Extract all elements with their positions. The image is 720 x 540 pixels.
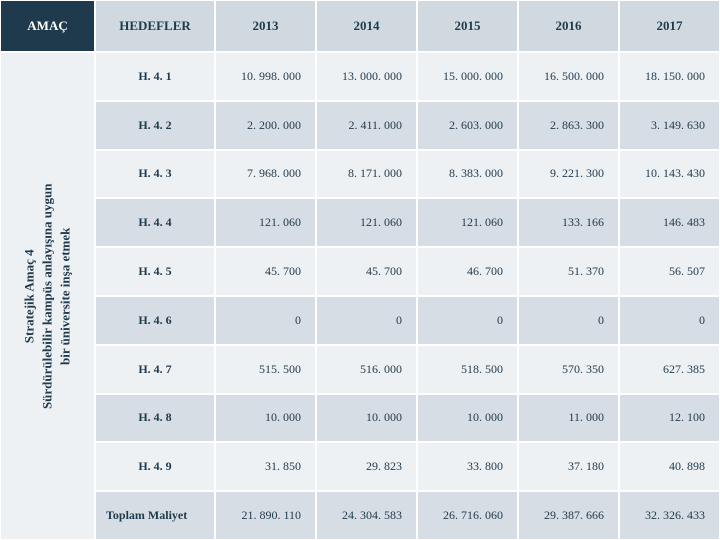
target-label: H. 4. 1 <box>95 52 215 101</box>
value-cell: 146. 483 <box>619 198 720 247</box>
header-2013: 2013 <box>215 0 316 52</box>
value-cell: 8. 171. 000 <box>316 150 417 199</box>
value-cell: 0 <box>215 296 316 345</box>
target-label: H. 4. 9 <box>95 442 215 491</box>
value-cell: 45. 700 <box>316 247 417 296</box>
value-cell: 516. 000 <box>316 345 417 394</box>
target-label: H. 4. 4 <box>95 198 215 247</box>
value-cell: 0 <box>619 296 720 345</box>
value-cell: 2. 200. 000 <box>215 101 316 150</box>
target-label: H. 4. 5 <box>95 247 215 296</box>
value-cell: 18. 150. 000 <box>619 52 720 101</box>
value-cell: 16. 500. 000 <box>518 52 619 101</box>
target-label: H. 4. 3 <box>95 150 215 199</box>
value-cell: 518. 500 <box>417 345 518 394</box>
value-cell: 121. 060 <box>215 198 316 247</box>
header-2015: 2015 <box>417 0 518 52</box>
value-cell: 2. 411. 000 <box>316 101 417 150</box>
header-hedefler: HEDEFLER <box>95 0 215 52</box>
value-cell: 133. 166 <box>518 198 619 247</box>
target-label: H. 4. 2 <box>95 101 215 150</box>
total-cell: 24. 304. 583 <box>316 491 417 540</box>
value-cell: 10. 143. 430 <box>619 150 720 199</box>
value-cell: 29. 823 <box>316 442 417 491</box>
value-cell: 7. 968. 000 <box>215 150 316 199</box>
header-2017: 2017 <box>619 0 720 52</box>
value-cell: 12. 100 <box>619 394 720 443</box>
value-cell: 0 <box>417 296 518 345</box>
target-label: H. 4. 8 <box>95 394 215 443</box>
value-cell: 10. 998. 000 <box>215 52 316 101</box>
target-label: H. 4. 7 <box>95 345 215 394</box>
value-cell: 121. 060 <box>417 198 518 247</box>
sidebar-line2: Sürdürülebilir kampüs anlayışına uygun <box>39 183 54 409</box>
value-cell: 51. 370 <box>518 247 619 296</box>
header-2014: 2014 <box>316 0 417 52</box>
value-cell: 13. 000. 000 <box>316 52 417 101</box>
value-cell: 10. 000 <box>417 394 518 443</box>
value-cell: 570. 350 <box>518 345 619 394</box>
value-cell: 121. 060 <box>316 198 417 247</box>
strategic-goal-table: AMAÇ HEDEFLER 2013 2014 2015 2016 2017 S… <box>0 0 720 540</box>
value-cell: 2. 603. 000 <box>417 101 518 150</box>
sidebar-line1: Stratejik Amaç 4 <box>21 249 36 343</box>
value-cell: 515. 500 <box>215 345 316 394</box>
value-cell: 33. 800 <box>417 442 518 491</box>
value-cell: 0 <box>316 296 417 345</box>
sidebar-line3: bir üniversite inşa etmek <box>58 227 73 364</box>
value-cell: 45. 700 <box>215 247 316 296</box>
value-cell: 0 <box>518 296 619 345</box>
value-cell: 9. 221. 300 <box>518 150 619 199</box>
target-label: H. 4. 6 <box>95 296 215 345</box>
sidebar-goal-label: Stratejik Amaç 4 Sürdürülebilir kampüs a… <box>0 52 95 540</box>
value-cell: 37. 180 <box>518 442 619 491</box>
total-cell: 21. 890. 110 <box>215 491 316 540</box>
header-amac: AMAÇ <box>0 0 95 52</box>
value-cell: 40. 898 <box>619 442 720 491</box>
value-cell: 627. 385 <box>619 345 720 394</box>
header-2016: 2016 <box>518 0 619 52</box>
value-cell: 15. 000. 000 <box>417 52 518 101</box>
value-cell: 56. 507 <box>619 247 720 296</box>
value-cell: 10. 000 <box>316 394 417 443</box>
value-cell: 46. 700 <box>417 247 518 296</box>
value-cell: 8. 383. 000 <box>417 150 518 199</box>
value-cell: 2. 863. 300 <box>518 101 619 150</box>
value-cell: 10. 000 <box>215 394 316 443</box>
total-cell: 32. 326. 433 <box>619 491 720 540</box>
total-cell: 26. 716. 060 <box>417 491 518 540</box>
value-cell: 11. 000 <box>518 394 619 443</box>
total-cell: 29. 387. 666 <box>518 491 619 540</box>
value-cell: 3. 149. 630 <box>619 101 720 150</box>
value-cell: 31. 850 <box>215 442 316 491</box>
total-label: Toplam Maliyet <box>95 491 215 540</box>
